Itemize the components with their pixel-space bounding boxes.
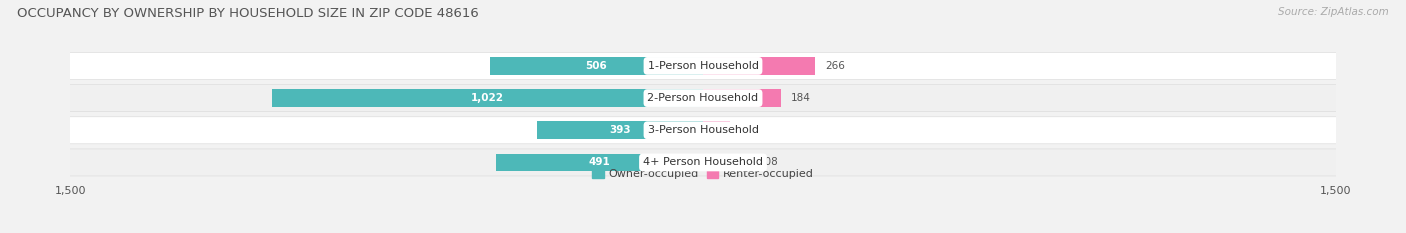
FancyBboxPatch shape <box>49 52 1357 79</box>
Bar <box>703 57 815 75</box>
Text: 1,022: 1,022 <box>471 93 503 103</box>
Bar <box>703 89 780 107</box>
Text: OCCUPANCY BY OWNERSHIP BY HOUSEHOLD SIZE IN ZIP CODE 48616: OCCUPANCY BY OWNERSHIP BY HOUSEHOLD SIZE… <box>17 7 478 20</box>
Bar <box>537 121 703 139</box>
Text: 108: 108 <box>759 158 779 168</box>
Text: 4+ Person Household: 4+ Person Household <box>643 158 763 168</box>
Bar <box>271 89 703 107</box>
Bar <box>496 154 703 171</box>
Text: 266: 266 <box>825 61 845 71</box>
Text: 184: 184 <box>792 93 811 103</box>
Legend: Owner-occupied, Renter-occupied: Owner-occupied, Renter-occupied <box>592 168 814 179</box>
Text: 2-Person Household: 2-Person Household <box>647 93 759 103</box>
Text: 491: 491 <box>589 158 610 168</box>
Bar <box>703 154 748 171</box>
Bar <box>703 121 730 139</box>
FancyBboxPatch shape <box>49 149 1357 176</box>
Bar <box>489 57 703 75</box>
FancyBboxPatch shape <box>49 85 1357 112</box>
Text: 1-Person Household: 1-Person Household <box>648 61 758 71</box>
Text: 63: 63 <box>740 125 754 135</box>
Text: 393: 393 <box>609 125 631 135</box>
Text: 506: 506 <box>585 61 607 71</box>
Text: Source: ZipAtlas.com: Source: ZipAtlas.com <box>1278 7 1389 17</box>
Text: 3-Person Household: 3-Person Household <box>648 125 758 135</box>
FancyBboxPatch shape <box>49 117 1357 144</box>
